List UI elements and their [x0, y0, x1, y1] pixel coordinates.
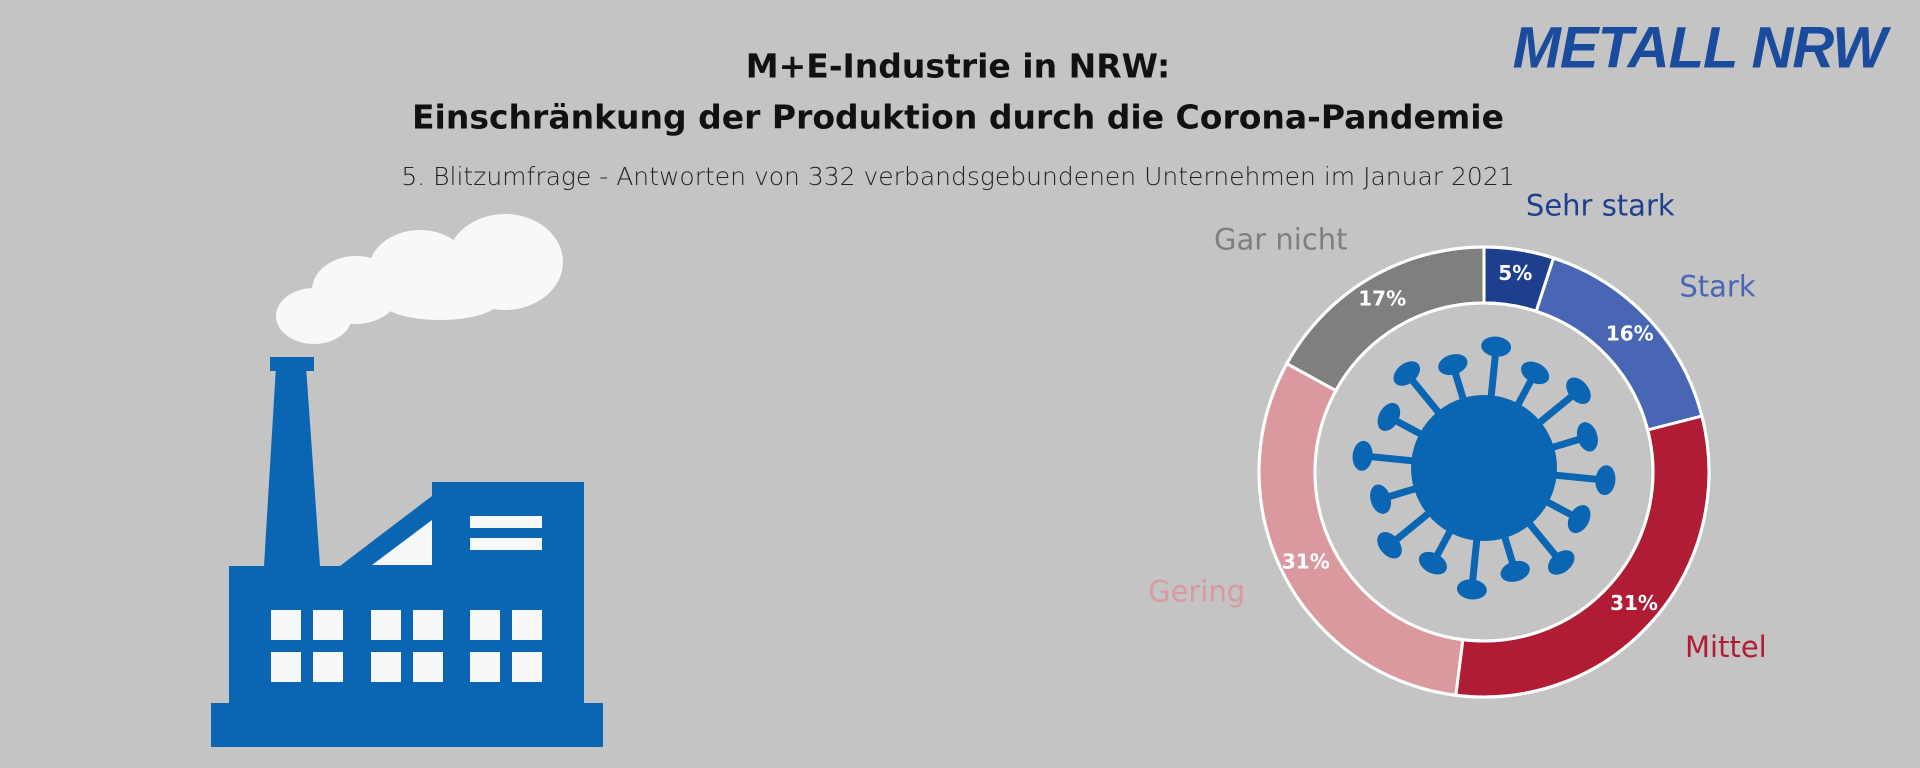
donut-rim: [1313, 301, 1655, 643]
virus-spike-end: [1500, 560, 1530, 582]
category-label: Mittel: [1685, 630, 1767, 664]
virus-spike-end: [1567, 505, 1591, 534]
factory-icon: [211, 214, 603, 747]
value-label: 5%: [1498, 261, 1532, 285]
category-label: Gering: [1148, 575, 1245, 609]
virus-spike-end: [1418, 551, 1447, 575]
virus-icon: [1352, 336, 1616, 600]
category-label: Sehr stark: [1526, 188, 1675, 222]
donut-segment: [1257, 361, 1465, 697]
value-label: 16%: [1606, 322, 1654, 346]
virus-spike-end: [1377, 402, 1401, 431]
value-label: 31%: [1610, 591, 1658, 615]
virus-spike-end: [1521, 361, 1550, 385]
virus-spike-end: [1352, 440, 1373, 471]
virus-spike-end: [1370, 484, 1392, 514]
virus-spike-end: [1547, 550, 1575, 575]
chart-title: Einschränkung der Produktion durch die C…: [412, 98, 1504, 137]
logo: METALL NRW: [1513, 15, 1892, 80]
category-label: Stark: [1679, 270, 1755, 304]
category-label: Gar nicht: [1214, 222, 1348, 256]
virus-spike-end: [1595, 465, 1616, 496]
virus-spike-end: [1393, 361, 1421, 386]
donut-rim: [1257, 245, 1711, 699]
virus-spike-end: [1566, 377, 1591, 405]
virus-spike-end: [1576, 422, 1598, 452]
virus-spike-end: [1456, 579, 1487, 600]
virus-body: [1411, 395, 1557, 541]
virus-spike-end: [1438, 354, 1468, 376]
virus-spike-end: [1377, 531, 1402, 559]
chart-subtitle: 5. Blitzumfrage - Antworten von 332 verb…: [401, 162, 1514, 191]
virus-spike-end: [1481, 336, 1512, 357]
value-label: 17%: [1358, 286, 1406, 310]
chart-title: M+E-Industrie in NRW:: [746, 47, 1170, 86]
value-label: 31%: [1282, 549, 1330, 573]
